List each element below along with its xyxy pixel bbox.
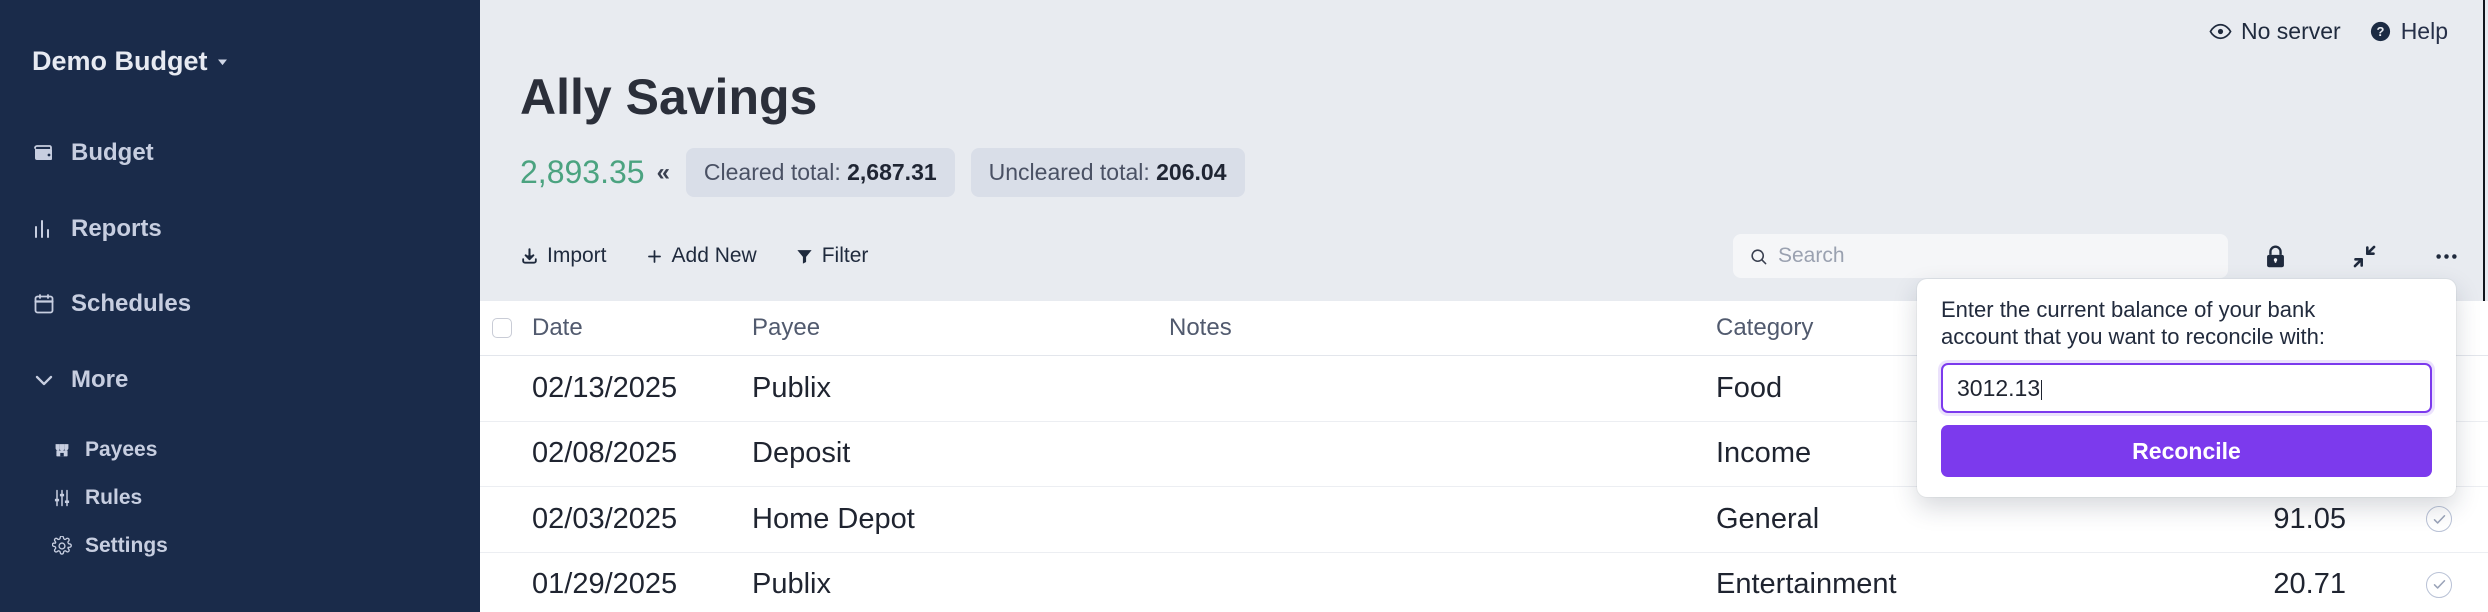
svg-text:?: ? (2376, 24, 2384, 39)
